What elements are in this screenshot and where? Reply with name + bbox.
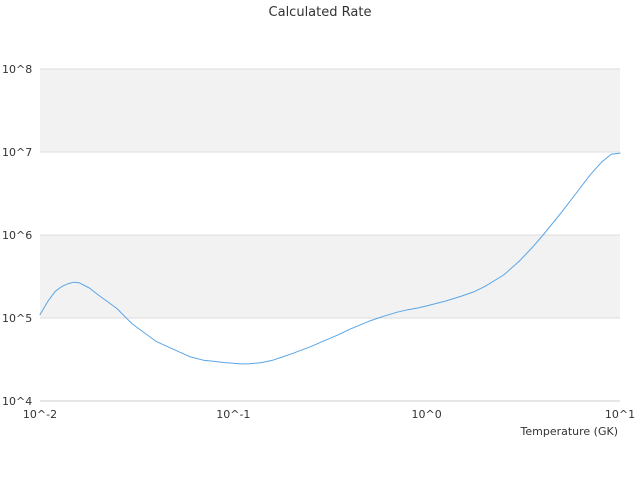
y-tick-label: 10^7: [2, 146, 32, 159]
x-axis-tick-labels: 10^-2 10^-1 10^0 10^1: [23, 408, 635, 421]
y-tick-label: 10^4: [2, 395, 32, 408]
background-band: [40, 69, 620, 152]
plot-background-bands: [40, 69, 620, 318]
series-group: [39, 152, 621, 365]
background-band: [40, 235, 620, 318]
x-tick-label: 10^-1: [216, 408, 250, 421]
y-tick-label: 10^5: [2, 312, 32, 325]
x-tick-label: 10^1: [605, 408, 635, 421]
y-tick-label: 10^6: [2, 229, 32, 242]
series-line: [39, 152, 621, 365]
y-tick-label: 10^8: [2, 63, 32, 76]
chart-title: Calculated Rate: [269, 5, 372, 20]
x-tick-label: 10^0: [412, 408, 442, 421]
x-axis-title: Temperature (GK): [520, 425, 619, 438]
x-tick-label: 10^-2: [23, 408, 57, 421]
y-axis-tick-labels: 10^4 10^5 10^6 10^7 10^8: [2, 63, 32, 408]
horizontal-gridlines: [40, 68, 620, 319]
